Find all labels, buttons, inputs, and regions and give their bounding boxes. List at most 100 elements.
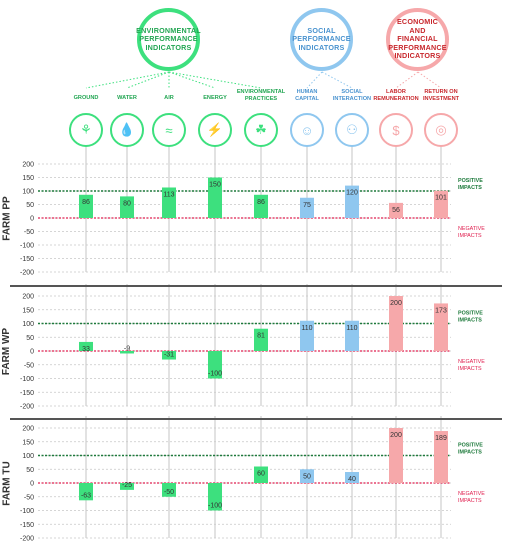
data-label: 75 — [303, 202, 311, 209]
hands-person-icon: ☺ — [290, 113, 324, 147]
negative-impacts-label: NEGATIVE — [458, 226, 485, 232]
y-tick-label: -200 — [20, 270, 34, 277]
indicator-label: HUMAN CAPITAL — [295, 89, 319, 102]
bar — [254, 328, 268, 351]
hands-plant-icon: ☘ — [244, 113, 278, 147]
farm-label: FARM TU — [0, 428, 14, 538]
social-group-header: SOCIAL PERFORMANCE INDICATORS — [290, 8, 353, 71]
data-label: 120 — [346, 190, 358, 197]
negative-impacts-label: IMPACTS — [458, 233, 482, 239]
positive-impacts-label: POSITIVE — [458, 443, 483, 449]
y-tick-label: 200 — [22, 162, 34, 169]
y-tick-label: -50 — [24, 494, 34, 501]
people-network-icon: ⚇ — [335, 113, 369, 147]
negative-impacts-label: NEGATIVE — [458, 491, 485, 497]
y-tick-label: 150 — [22, 175, 34, 182]
water-drops-icon: 💧 — [110, 113, 144, 147]
y-tick-label: 100 — [22, 189, 34, 196]
data-label: 189 — [435, 435, 447, 442]
bar — [300, 320, 314, 351]
bar — [254, 466, 268, 483]
data-label: -9 — [124, 345, 130, 352]
bar — [254, 194, 268, 218]
y-tick-label: 100 — [22, 453, 34, 460]
negative-impacts-label: IMPACTS — [458, 498, 482, 504]
data-label: 200 — [390, 300, 402, 307]
indicator-label: AIR — [164, 95, 174, 101]
positive-impacts-label: POSITIVE — [458, 178, 483, 184]
data-label: 86 — [82, 199, 90, 206]
y-tick-label: 150 — [22, 307, 34, 314]
y-tick-label: 0 — [30, 481, 34, 488]
positive-impacts-label: IMPACTS — [458, 185, 482, 191]
data-label: 80 — [123, 200, 131, 207]
farm-label-text: FARM PP — [1, 195, 13, 241]
data-label: 81 — [257, 333, 265, 340]
indicator-label: SOCIAL INTERACTION — [332, 89, 372, 102]
positive-impacts-label: POSITIVE — [458, 311, 483, 317]
economic-group-header: ECONOMIC AND FINANCIAL PERFORMANCE INDIC… — [386, 8, 449, 71]
panel-divider — [10, 418, 502, 420]
bar — [389, 202, 403, 218]
y-tick-label: 150 — [22, 439, 34, 446]
bar — [434, 431, 448, 483]
y-tick-label: 200 — [22, 426, 34, 433]
y-tick-label: -150 — [20, 522, 34, 529]
lightning-icon: ⚡ — [198, 113, 232, 147]
bar — [389, 428, 403, 483]
data-label: -100 — [208, 371, 222, 378]
farm-label: FARM PP — [0, 164, 14, 272]
data-label: 60 — [257, 471, 265, 478]
data-label: 40 — [348, 476, 356, 483]
data-label: -100 — [208, 503, 222, 510]
y-tick-label: -100 — [20, 508, 34, 515]
data-label: -50 — [164, 489, 174, 496]
indicator-label: ENERGY — [203, 95, 227, 101]
y-tick-label: 200 — [22, 294, 34, 301]
bar — [162, 351, 176, 360]
bar — [120, 351, 134, 354]
data-label: -63 — [81, 492, 91, 499]
y-tick-label: -150 — [20, 390, 34, 397]
y-tick-label: 0 — [30, 349, 34, 356]
positive-impacts-label: IMPACTS — [458, 450, 482, 456]
hand-coin-icon: $ — [379, 113, 413, 147]
y-tick-label: 50 — [26, 467, 34, 474]
negative-impacts-label: NEGATIVE — [458, 359, 485, 365]
bar — [434, 190, 448, 218]
indicator-label: WATER — [117, 95, 137, 101]
y-tick-label: -200 — [20, 536, 34, 543]
data-label: 110 — [301, 325, 312, 332]
data-label: 33 — [82, 346, 90, 353]
farm-label-text: FARM WP — [1, 327, 13, 375]
bar — [79, 483, 93, 501]
y-tick-label: -50 — [24, 362, 34, 369]
y-tick-label: -100 — [20, 376, 34, 383]
target-coin-icon: ◎ — [424, 113, 458, 147]
data-label: -25 — [122, 482, 132, 489]
bar — [300, 469, 314, 483]
bar — [79, 194, 93, 218]
indicator-label: RETURN ON INVESTMENT — [422, 89, 460, 102]
indicator-label: GROUND — [73, 95, 99, 101]
y-tick-label: -100 — [20, 243, 34, 250]
bar — [345, 472, 359, 483]
y-tick-label: 50 — [26, 335, 34, 342]
wind-icon: ≈ — [152, 113, 186, 147]
data-label: 101 — [435, 195, 447, 202]
bar — [120, 483, 134, 490]
data-label: 110 — [346, 325, 357, 332]
bar — [208, 483, 222, 511]
bar — [345, 185, 359, 218]
farm-label: FARM WP — [0, 296, 14, 406]
data-label: 86 — [257, 199, 265, 206]
y-tick-label: -150 — [20, 256, 34, 263]
data-label: 150 — [209, 182, 221, 189]
plant-icon: ⚘ — [69, 113, 103, 147]
y-tick-label: -200 — [20, 404, 34, 411]
bar — [300, 197, 314, 218]
y-tick-label: 0 — [30, 216, 34, 223]
environmental-group-header: ENVIRONMENTAL PERFORMANCE INDICATORS — [136, 8, 201, 71]
